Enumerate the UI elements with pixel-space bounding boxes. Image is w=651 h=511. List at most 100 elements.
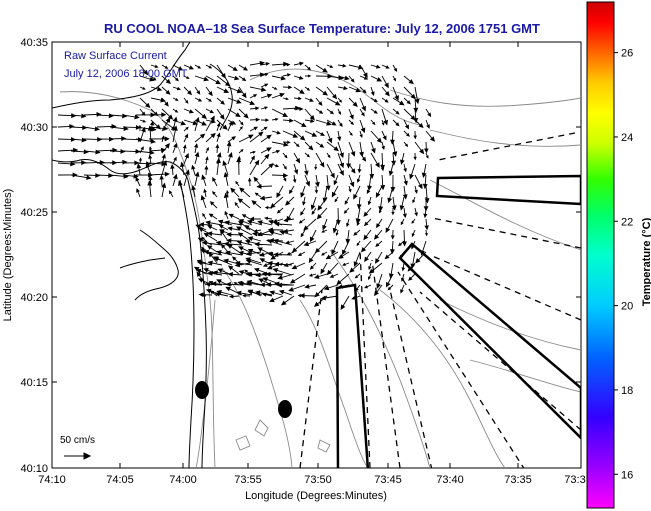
current-vector-head — [292, 179, 297, 184]
current-vector-head — [410, 93, 416, 100]
current-vector-head — [289, 189, 293, 195]
current-vector-head — [198, 98, 203, 102]
current-vector-head — [170, 164, 175, 169]
current-vector-head — [357, 169, 362, 174]
current-vector-head — [207, 225, 213, 230]
current-vector-head — [191, 164, 196, 170]
current-vector-head — [223, 171, 229, 178]
current-vector-head — [352, 101, 358, 108]
current-vector-head — [409, 173, 414, 180]
y-tick-label: 40:10 — [20, 463, 48, 475]
current-vector-head — [300, 192, 305, 198]
current-vector-head — [267, 260, 273, 266]
current-vector-head — [402, 213, 407, 219]
current-vector-head — [81, 160, 87, 166]
colorbar — [586, 1, 615, 509]
current-vector-head — [283, 217, 289, 223]
current-vector-head — [194, 143, 199, 148]
current-vector-head — [387, 286, 392, 291]
current-vector-head — [241, 92, 247, 99]
current-vector-head — [255, 117, 261, 122]
current-vector-head — [138, 157, 142, 161]
current-vector-head — [201, 121, 207, 126]
current-vector-head — [217, 219, 224, 225]
current-vector-head — [367, 201, 372, 206]
current-vector-head — [356, 242, 360, 247]
current-vector-head — [186, 76, 190, 79]
current-vector-head — [205, 281, 211, 287]
current-vector-head — [311, 132, 318, 137]
colorbar-tick-label: 22 — [621, 216, 633, 228]
current-vector-head — [383, 119, 388, 126]
legend-title: Raw Surface Current — [64, 50, 167, 62]
current-vector-head — [336, 279, 342, 285]
current-vector-head — [148, 154, 153, 159]
current-vector-head — [236, 88, 243, 94]
current-vector-head — [147, 180, 153, 186]
current-vector-head — [248, 134, 254, 140]
current-vector-head — [208, 281, 214, 285]
current-vector-head — [399, 159, 405, 165]
current-vector-head — [164, 171, 170, 177]
current-vector-head — [309, 265, 315, 270]
current-vector-head — [273, 238, 279, 244]
current-vector-head — [421, 172, 427, 178]
current-vector-head — [321, 229, 325, 233]
current-vector-head — [210, 132, 216, 139]
current-vector-head — [230, 187, 236, 193]
current-vector-head — [282, 112, 289, 117]
current-vector-head — [401, 267, 406, 272]
current-vector-head — [393, 77, 397, 82]
current-vector-head — [334, 100, 341, 106]
current-vector-head — [389, 249, 395, 255]
current-vector-head — [165, 117, 171, 123]
current-vector-head — [225, 190, 230, 194]
y-tick-label: 40:25 — [20, 207, 48, 219]
current-vector-head — [418, 123, 424, 129]
current-vector-head — [256, 184, 262, 189]
y-tick-label: 40:35 — [20, 37, 48, 49]
current-vector-head — [350, 78, 355, 83]
current-vector-head — [176, 86, 181, 91]
current-vector-head — [362, 89, 367, 94]
current-vector-head — [329, 64, 334, 68]
current-vector-head — [264, 106, 269, 110]
current-vector-head — [174, 109, 179, 113]
current-vector-head — [353, 193, 358, 200]
current-vector-head — [211, 119, 216, 124]
current-vector-head — [356, 222, 360, 227]
colorbar-ticks: 26 24 22 20 18 16 — [614, 48, 633, 481]
current-vector-head — [334, 198, 338, 203]
current-vector-head — [197, 237, 204, 243]
current-vector-head — [247, 289, 253, 295]
current-vector-head — [216, 122, 221, 127]
current-vector-head — [327, 154, 331, 159]
current-vector-head — [393, 67, 398, 72]
current-vector-head — [235, 180, 239, 185]
current-vector-head — [142, 86, 146, 90]
current-vector-head — [182, 144, 187, 149]
current-vector-head — [400, 289, 404, 294]
current-vector-head — [375, 223, 381, 229]
current-vector-head — [225, 281, 231, 287]
current-vector-head — [223, 258, 229, 264]
current-vector-head — [266, 134, 272, 140]
current-vector-head — [86, 175, 92, 180]
current-vector-head — [398, 242, 402, 247]
current-vector-head — [297, 252, 302, 256]
current-vector-head — [350, 121, 354, 126]
current-vector-head — [173, 142, 178, 148]
current-vector-head — [326, 120, 332, 126]
current-vector-head — [319, 162, 325, 168]
current-vector-head — [145, 102, 151, 108]
current-vector-head — [208, 65, 213, 69]
current-vector-head — [414, 189, 418, 194]
current-vector-head — [381, 122, 385, 126]
current-vector-head — [198, 292, 204, 298]
current-vector-head — [287, 140, 291, 145]
current-vector-head — [222, 160, 228, 166]
current-vector-head — [275, 163, 280, 168]
current-vector-head — [318, 101, 323, 106]
x-tick-label: 74:05 — [106, 474, 134, 486]
current-vector-head — [342, 249, 347, 256]
